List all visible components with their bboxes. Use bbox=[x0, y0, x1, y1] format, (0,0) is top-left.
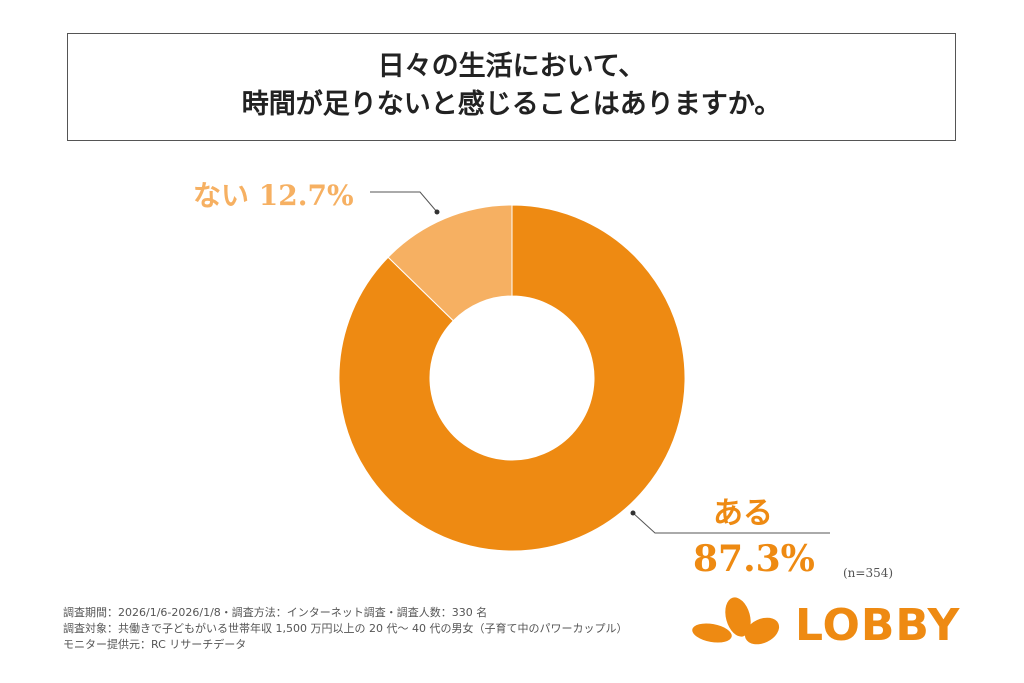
title-box: 日々の生活において、 時間が足りないと感じることはありますか。 bbox=[67, 33, 956, 141]
footer-line-1: 調査期間：2026/1/6-2026/1/8・調査方法：インターネット調査・調査… bbox=[63, 606, 488, 619]
leader-dot-nai bbox=[434, 209, 440, 215]
label-aru-value: 87.3% bbox=[693, 538, 815, 580]
donut-slice-nai bbox=[387, 204, 513, 322]
leader-line-aru bbox=[632, 512, 830, 534]
sample-size: (n=354) bbox=[843, 566, 894, 580]
lobby-logo-text: LOBBY bbox=[795, 600, 961, 651]
donut-slice-aru bbox=[338, 204, 686, 552]
title-line-2: 時間が足りないと感じることはありますか。 bbox=[241, 89, 782, 120]
footer-line-2: 調査対象：共働きで子どもがいる世帯年収 1,500 万円以上の 20 代～ 40… bbox=[63, 622, 628, 635]
label-aru: ある bbox=[713, 496, 773, 531]
leader-line-nai bbox=[370, 191, 438, 213]
label-nai: ない 12.7% bbox=[193, 179, 354, 212]
lobby-logo-mark bbox=[692, 597, 780, 645]
leader-dot-aru bbox=[630, 510, 636, 516]
footer-line-3: モニター提供元：RC リサーチデータ bbox=[63, 638, 247, 651]
title-line-1: 日々の生活において、 bbox=[377, 51, 646, 82]
survey-footer: 調査期間：2026/1/6-2026/1/8・調査方法：インターネット調査・調査… bbox=[63, 605, 627, 653]
